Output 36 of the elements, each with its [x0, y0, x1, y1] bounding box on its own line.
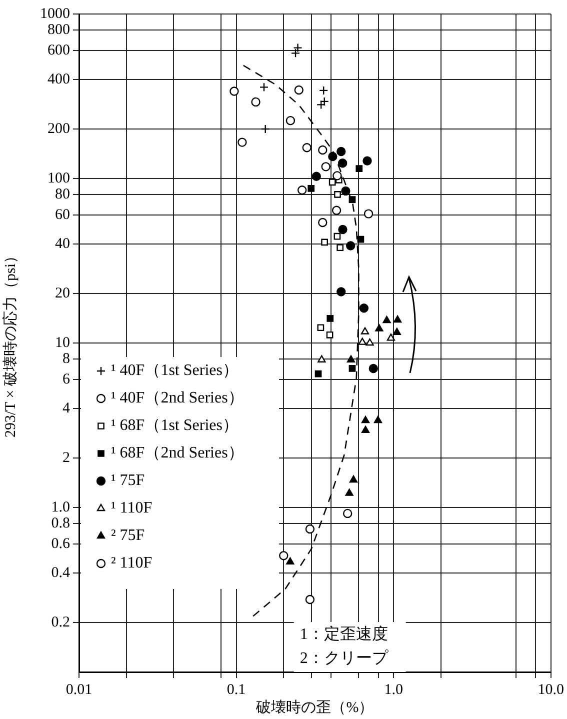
annotation: 1：定歪速度 — [300, 625, 388, 644]
y-tick-label: 10 — [55, 334, 70, 351]
legend-label: ² 110F — [111, 554, 152, 572]
y-tick-label: 800 — [48, 22, 70, 38]
y-tick-label: 80 — [55, 186, 70, 202]
legend-label: ¹ 40F（1st Series） — [111, 362, 238, 380]
y-tick-label: 4 — [62, 400, 70, 416]
y-tick-label: 0.8 — [51, 515, 70, 532]
y-tick-label: 0.2 — [51, 614, 70, 630]
legend-label: ¹ 40F（2nd Series） — [111, 390, 244, 407]
y-tick-label: 400 — [48, 71, 70, 88]
y-tick-label: 200 — [48, 120, 70, 137]
legend-label: ¹ 110F — [111, 500, 152, 517]
y-tick-label: 60 — [55, 206, 70, 223]
annotation: 2：クリープ — [300, 649, 389, 668]
legend-label: ¹ 75F — [111, 472, 145, 490]
y-tick-label: 0.6 — [51, 536, 70, 552]
y-tick-label: 1000 — [40, 6, 70, 22]
legend-label: ¹ 68F（1st Series） — [111, 417, 238, 434]
y-tick-label: 600 — [48, 42, 70, 58]
y-tick-label: 8 — [62, 350, 70, 367]
y-tick-label: 40 — [55, 236, 70, 252]
y-axis-title: 293/T × 破壊時の応力（psi） — [2, 248, 19, 438]
x-tick-label: 0.01 — [66, 682, 92, 698]
legend-label: ² 75F — [111, 527, 145, 544]
y-tick-label: 6 — [62, 371, 70, 388]
y-tick-label: 100 — [48, 170, 70, 186]
x-axis-title: 破壊時の歪（%） — [255, 698, 374, 716]
y-tick-label: 20 — [55, 285, 70, 302]
x-tick-label: 1.0 — [384, 682, 403, 698]
y-tick-label: 1.0 — [51, 499, 70, 516]
y-tick-label: 0.4 — [51, 564, 70, 581]
x-tick-label: 10.0 — [538, 682, 564, 698]
y-tick-label: 2 — [62, 450, 70, 466]
x-tick-label: 0.1 — [226, 682, 246, 698]
legend-label: ¹ 68F（2nd Series） — [111, 444, 244, 462]
